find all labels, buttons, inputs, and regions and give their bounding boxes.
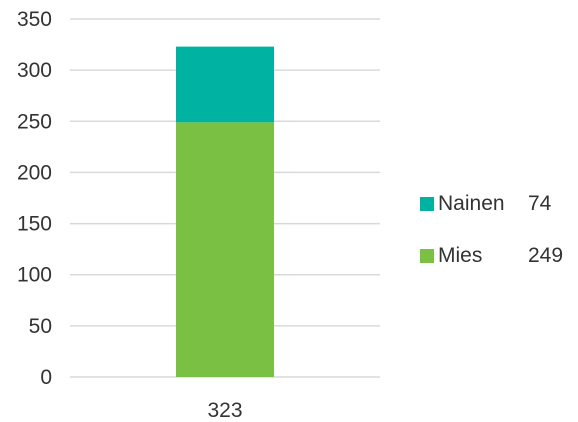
- y-tick-label-100: 100: [17, 264, 52, 287]
- y-tick-label-0: 0: [40, 366, 52, 389]
- legend-item-mies: Mies 249: [420, 230, 563, 282]
- legend-swatch-nainen: [420, 197, 434, 211]
- legend-label-mies: Mies: [438, 244, 483, 267]
- legend-label-nainen: Nainen: [438, 192, 505, 215]
- y-tick-label-250: 250: [17, 110, 52, 133]
- y-tick-label-200: 200: [17, 161, 52, 184]
- legend-value-nainen: 74: [528, 192, 552, 215]
- bar-segment-mies: [176, 122, 274, 378]
- bar-segment-nainen: [176, 46, 274, 123]
- legend: Nainen 74 Mies 249: [420, 178, 563, 282]
- y-tick-label-50: 50: [29, 315, 52, 338]
- legend-item-nainen: Nainen 74: [420, 178, 563, 230]
- legend-swatch-mies: [420, 249, 434, 263]
- y-axis-ticks: 0 50 100 150 200 250 300 350: [17, 8, 52, 389]
- bars: [176, 46, 274, 378]
- x-axis-categories: 323: [207, 399, 242, 422]
- x-category-label: 323: [207, 399, 242, 422]
- y-tick-label-300: 300: [17, 59, 52, 82]
- legend-value-mies: 249: [528, 244, 564, 267]
- y-tick-label-150: 150: [17, 213, 52, 236]
- y-tick-label-350: 350: [17, 8, 52, 31]
